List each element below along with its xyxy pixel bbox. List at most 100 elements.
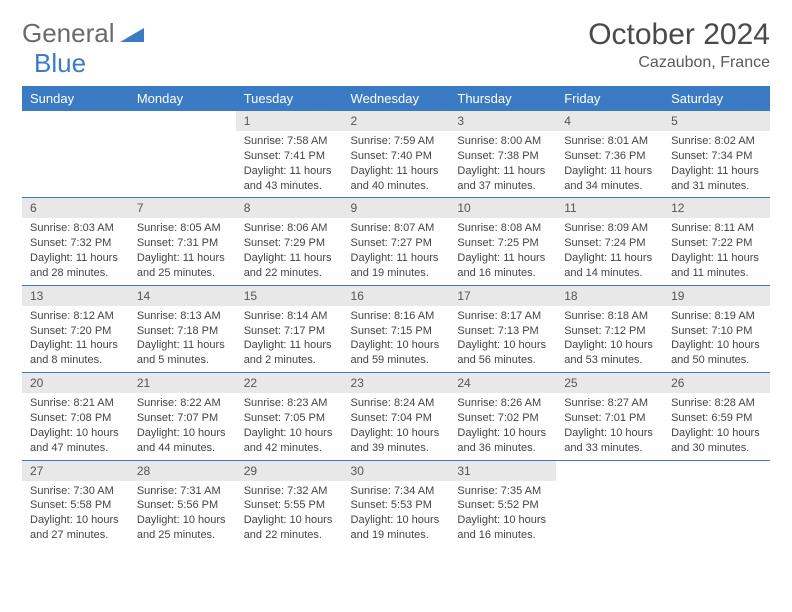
day-number: 4 <box>556 111 663 131</box>
day-header: Monday <box>129 86 236 111</box>
calendar-cell: 25Sunrise: 8:27 AMSunset: 7:01 PMDayligh… <box>556 373 663 460</box>
header: General October 2024 Cazaubon, France <box>22 18 770 72</box>
calendar-cell: 11Sunrise: 8:09 AMSunset: 7:24 PMDayligh… <box>556 198 663 285</box>
calendar-cell: 16Sunrise: 8:16 AMSunset: 7:15 PMDayligh… <box>343 285 450 372</box>
day-header: Saturday <box>663 86 770 111</box>
day-content: Sunrise: 8:03 AMSunset: 7:32 PMDaylight:… <box>22 218 129 284</box>
calendar-cell: 2Sunrise: 7:59 AMSunset: 7:40 PMDaylight… <box>343 111 450 198</box>
calendar-cell: 22Sunrise: 8:23 AMSunset: 7:05 PMDayligh… <box>236 373 343 460</box>
day-header: Friday <box>556 86 663 111</box>
day-header-row: SundayMondayTuesdayWednesdayThursdayFrid… <box>22 86 770 111</box>
day-content: Sunrise: 7:32 AMSunset: 5:55 PMDaylight:… <box>236 481 343 547</box>
calendar-cell: 18Sunrise: 8:18 AMSunset: 7:12 PMDayligh… <box>556 285 663 372</box>
logo: General <box>22 18 148 49</box>
calendar-cell: 24Sunrise: 8:26 AMSunset: 7:02 PMDayligh… <box>449 373 556 460</box>
day-number: 12 <box>663 198 770 218</box>
day-number: 20 <box>22 373 129 393</box>
calendar-cell: 14Sunrise: 8:13 AMSunset: 7:18 PMDayligh… <box>129 285 236 372</box>
day-number: 29 <box>236 461 343 481</box>
logo-text-1: General <box>22 18 115 49</box>
calendar-cell: 7Sunrise: 8:05 AMSunset: 7:31 PMDaylight… <box>129 198 236 285</box>
day-number: 28 <box>129 461 236 481</box>
day-number: 31 <box>449 461 556 481</box>
calendar-cell: 8Sunrise: 8:06 AMSunset: 7:29 PMDaylight… <box>236 198 343 285</box>
month-title: October 2024 <box>588 18 770 52</box>
calendar-cell: 21Sunrise: 8:22 AMSunset: 7:07 PMDayligh… <box>129 373 236 460</box>
day-content: Sunrise: 8:05 AMSunset: 7:31 PMDaylight:… <box>129 218 236 284</box>
day-content: Sunrise: 8:17 AMSunset: 7:13 PMDaylight:… <box>449 306 556 372</box>
day-content: Sunrise: 8:01 AMSunset: 7:36 PMDaylight:… <box>556 131 663 197</box>
day-content: Sunrise: 8:18 AMSunset: 7:12 PMDaylight:… <box>556 306 663 372</box>
day-number: 15 <box>236 286 343 306</box>
day-content: Sunrise: 7:31 AMSunset: 5:56 PMDaylight:… <box>129 481 236 547</box>
day-number: 9 <box>343 198 450 218</box>
day-number: 8 <box>236 198 343 218</box>
calendar-cell: 6Sunrise: 8:03 AMSunset: 7:32 PMDaylight… <box>22 198 129 285</box>
day-content: Sunrise: 8:14 AMSunset: 7:17 PMDaylight:… <box>236 306 343 372</box>
title-block: October 2024 Cazaubon, France <box>588 18 770 72</box>
calendar-cell: 4Sunrise: 8:01 AMSunset: 7:36 PMDaylight… <box>556 111 663 198</box>
calendar-cell: .. <box>663 460 770 547</box>
day-number: 26 <box>663 373 770 393</box>
day-content: Sunrise: 8:00 AMSunset: 7:38 PMDaylight:… <box>449 131 556 197</box>
day-content: Sunrise: 8:08 AMSunset: 7:25 PMDaylight:… <box>449 218 556 284</box>
day-number: 2 <box>343 111 450 131</box>
day-content: Sunrise: 8:11 AMSunset: 7:22 PMDaylight:… <box>663 218 770 284</box>
calendar-body: ....1Sunrise: 7:58 AMSunset: 7:41 PMDayl… <box>22 111 770 547</box>
day-number: 24 <box>449 373 556 393</box>
day-number: 23 <box>343 373 450 393</box>
day-content: Sunrise: 7:35 AMSunset: 5:52 PMDaylight:… <box>449 481 556 547</box>
day-content: Sunrise: 8:24 AMSunset: 7:04 PMDaylight:… <box>343 393 450 459</box>
day-number: 21 <box>129 373 236 393</box>
calendar-cell: 31Sunrise: 7:35 AMSunset: 5:52 PMDayligh… <box>449 460 556 547</box>
logo-text-2: Blue <box>34 48 86 79</box>
calendar-week: 13Sunrise: 8:12 AMSunset: 7:20 PMDayligh… <box>22 285 770 372</box>
day-number: 19 <box>663 286 770 306</box>
calendar-cell: 15Sunrise: 8:14 AMSunset: 7:17 PMDayligh… <box>236 285 343 372</box>
calendar-cell: 23Sunrise: 8:24 AMSunset: 7:04 PMDayligh… <box>343 373 450 460</box>
calendar-cell: 20Sunrise: 8:21 AMSunset: 7:08 PMDayligh… <box>22 373 129 460</box>
calendar-cell: 27Sunrise: 7:30 AMSunset: 5:58 PMDayligh… <box>22 460 129 547</box>
day-number: 1 <box>236 111 343 131</box>
calendar-cell: 19Sunrise: 8:19 AMSunset: 7:10 PMDayligh… <box>663 285 770 372</box>
calendar-cell: .. <box>129 111 236 198</box>
day-content: Sunrise: 7:59 AMSunset: 7:40 PMDaylight:… <box>343 131 450 197</box>
day-number: 3 <box>449 111 556 131</box>
day-content: Sunrise: 8:22 AMSunset: 7:07 PMDaylight:… <box>129 393 236 459</box>
calendar-cell: 29Sunrise: 7:32 AMSunset: 5:55 PMDayligh… <box>236 460 343 547</box>
day-number: 25 <box>556 373 663 393</box>
day-content: Sunrise: 8:23 AMSunset: 7:05 PMDaylight:… <box>236 393 343 459</box>
day-number: 30 <box>343 461 450 481</box>
day-number: 13 <box>22 286 129 306</box>
calendar-cell: 9Sunrise: 8:07 AMSunset: 7:27 PMDaylight… <box>343 198 450 285</box>
day-header: Thursday <box>449 86 556 111</box>
day-content: Sunrise: 8:16 AMSunset: 7:15 PMDaylight:… <box>343 306 450 372</box>
calendar-week: 6Sunrise: 8:03 AMSunset: 7:32 PMDaylight… <box>22 198 770 285</box>
day-content: Sunrise: 8:26 AMSunset: 7:02 PMDaylight:… <box>449 393 556 459</box>
location: Cazaubon, France <box>588 54 770 72</box>
day-content: Sunrise: 7:34 AMSunset: 5:53 PMDaylight:… <box>343 481 450 547</box>
day-number: 17 <box>449 286 556 306</box>
calendar-cell: 28Sunrise: 7:31 AMSunset: 5:56 PMDayligh… <box>129 460 236 547</box>
calendar-week: 27Sunrise: 7:30 AMSunset: 5:58 PMDayligh… <box>22 460 770 547</box>
day-header: Wednesday <box>343 86 450 111</box>
calendar-cell: .. <box>556 460 663 547</box>
day-header: Sunday <box>22 86 129 111</box>
calendar-cell: 17Sunrise: 8:17 AMSunset: 7:13 PMDayligh… <box>449 285 556 372</box>
day-content: Sunrise: 8:12 AMSunset: 7:20 PMDaylight:… <box>22 306 129 372</box>
day-content: Sunrise: 8:19 AMSunset: 7:10 PMDaylight:… <box>663 306 770 372</box>
calendar-cell: 1Sunrise: 7:58 AMSunset: 7:41 PMDaylight… <box>236 111 343 198</box>
day-number: 18 <box>556 286 663 306</box>
calendar-cell: 30Sunrise: 7:34 AMSunset: 5:53 PMDayligh… <box>343 460 450 547</box>
day-content: Sunrise: 7:58 AMSunset: 7:41 PMDaylight:… <box>236 131 343 197</box>
calendar-cell: 10Sunrise: 8:08 AMSunset: 7:25 PMDayligh… <box>449 198 556 285</box>
calendar-table: SundayMondayTuesdayWednesdayThursdayFrid… <box>22 86 770 547</box>
day-content: Sunrise: 7:30 AMSunset: 5:58 PMDaylight:… <box>22 481 129 547</box>
day-number: 22 <box>236 373 343 393</box>
day-content: Sunrise: 8:28 AMSunset: 6:59 PMDaylight:… <box>663 393 770 459</box>
day-content: Sunrise: 8:07 AMSunset: 7:27 PMDaylight:… <box>343 218 450 284</box>
logo-icon <box>120 24 144 44</box>
calendar-cell: 12Sunrise: 8:11 AMSunset: 7:22 PMDayligh… <box>663 198 770 285</box>
day-number: 16 <box>343 286 450 306</box>
calendar-cell: 3Sunrise: 8:00 AMSunset: 7:38 PMDaylight… <box>449 111 556 198</box>
